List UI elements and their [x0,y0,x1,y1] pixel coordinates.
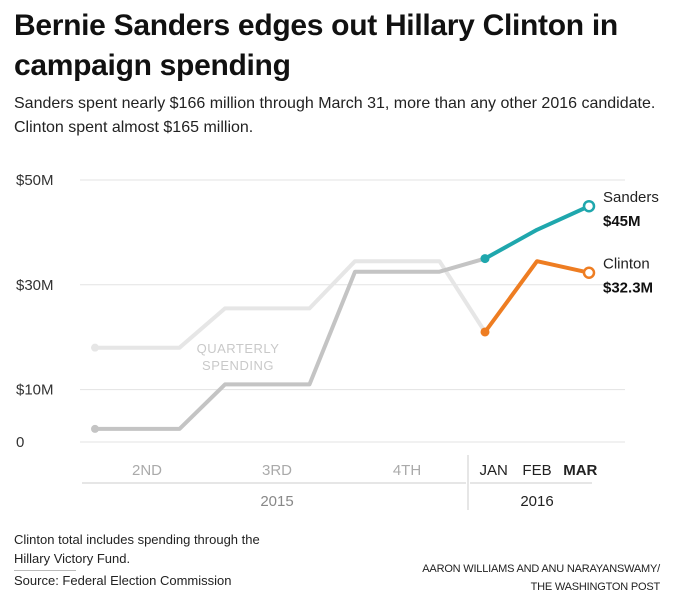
quarterly-spending-label: SPENDING [202,358,274,373]
quarterly-start-point [91,424,99,433]
y-tick-label: 0 [16,434,24,451]
credit-line-publication: THE WASHINGTON POST [530,581,661,593]
y-tick-label: $10M [16,382,54,399]
byline-credit: AARON WILLIAMS AND ANU NARAYANSWAMY/ THE… [422,560,660,596]
y-tick-label: $30M [16,277,54,294]
x-period-label: FEB [522,462,551,479]
clinton-data-point [480,327,490,337]
x-period-label: JAN [480,462,508,479]
source-note: Source: Federal Election Commission [14,573,232,588]
monthly-line-sanders [483,204,591,261]
clinton-value-label: $32.3M [603,280,653,297]
chart-subtitle: Sanders spent nearly $166 million throug… [14,95,656,136]
x-period-label: 4TH [393,462,421,479]
x-period-label: 3RD [262,462,292,479]
sanders-data-point [480,254,490,264]
x-year-label: 2015 [260,493,293,510]
clinton-end-point [582,266,596,279]
y-tick-label: $50M [16,172,54,189]
monthly-line-clinton [483,259,591,334]
sanders-value-label: $45M [603,213,641,230]
footnote-divider [14,570,76,571]
credit-line-authors: AARON WILLIAMS AND ANU NARAYANSWAMY/ [422,563,660,575]
clinton-series-label: Clinton [603,256,650,273]
quarterly-start-point [91,343,99,352]
quarterly-line-sanders [93,256,487,431]
x-year-label: 2016 [520,493,553,510]
chart-title: Bernie Sanders edges out Hillary Clinton… [14,9,618,82]
sanders-end-point [582,199,596,213]
quarterly-line-clinton [93,259,487,350]
footnote: Clinton total includes spending through … [14,532,260,566]
sanders-series-label: Sanders [603,189,659,206]
x-period-label: MAR [563,462,597,479]
x-period-label: 2ND [132,462,162,479]
quarterly-spending-label: QUARTERLY [197,341,280,356]
